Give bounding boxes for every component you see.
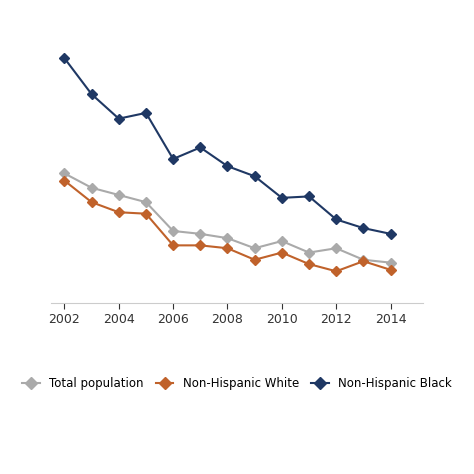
Non-Hispanic Black (116, 116, 122, 121)
Non-Hispanic Black (143, 110, 149, 116)
Non-Hispanic Black (62, 55, 67, 61)
Total population (198, 231, 203, 237)
Total population (306, 250, 312, 255)
Total population (361, 257, 366, 263)
Non-Hispanic White (62, 178, 67, 183)
Non-Hispanic White (306, 261, 312, 267)
Non-Hispanic White (388, 267, 393, 273)
Non-Hispanic Black (225, 164, 230, 169)
Non-Hispanic Black (333, 217, 339, 222)
Non-Hispanic Black (198, 145, 203, 150)
Total population (116, 192, 122, 198)
Line: Non-Hispanic Black: Non-Hispanic Black (61, 55, 394, 237)
Non-Hispanic Black (170, 156, 176, 162)
Non-Hispanic Black (388, 231, 393, 237)
Total population (279, 238, 285, 244)
Non-Hispanic Black (306, 193, 312, 199)
Non-Hispanic White (361, 258, 366, 264)
Non-Hispanic White (170, 243, 176, 248)
Total population (89, 185, 94, 191)
Line: Total population: Total population (61, 170, 394, 266)
Non-Hispanic White (252, 257, 257, 263)
Non-Hispanic Black (279, 195, 285, 201)
Non-Hispanic White (143, 211, 149, 217)
Non-Hispanic Black (89, 91, 94, 97)
Non-Hispanic White (279, 250, 285, 255)
Non-Hispanic White (198, 243, 203, 248)
Total population (170, 228, 176, 234)
Line: Non-Hispanic White: Non-Hispanic White (61, 177, 394, 275)
Total population (62, 171, 67, 176)
Total population (143, 200, 149, 205)
Total population (388, 260, 393, 265)
Total population (225, 235, 230, 241)
Non-Hispanic White (225, 246, 230, 251)
Legend: Total population, Non-Hispanic White, Non-Hispanic Black: Total population, Non-Hispanic White, No… (18, 372, 456, 395)
Non-Hispanic White (116, 210, 122, 215)
Non-Hispanic Black (361, 225, 366, 231)
Total population (333, 246, 339, 251)
Non-Hispanic Black (252, 173, 257, 179)
Non-Hispanic White (333, 268, 339, 274)
Non-Hispanic White (89, 200, 94, 205)
Total population (252, 246, 257, 251)
